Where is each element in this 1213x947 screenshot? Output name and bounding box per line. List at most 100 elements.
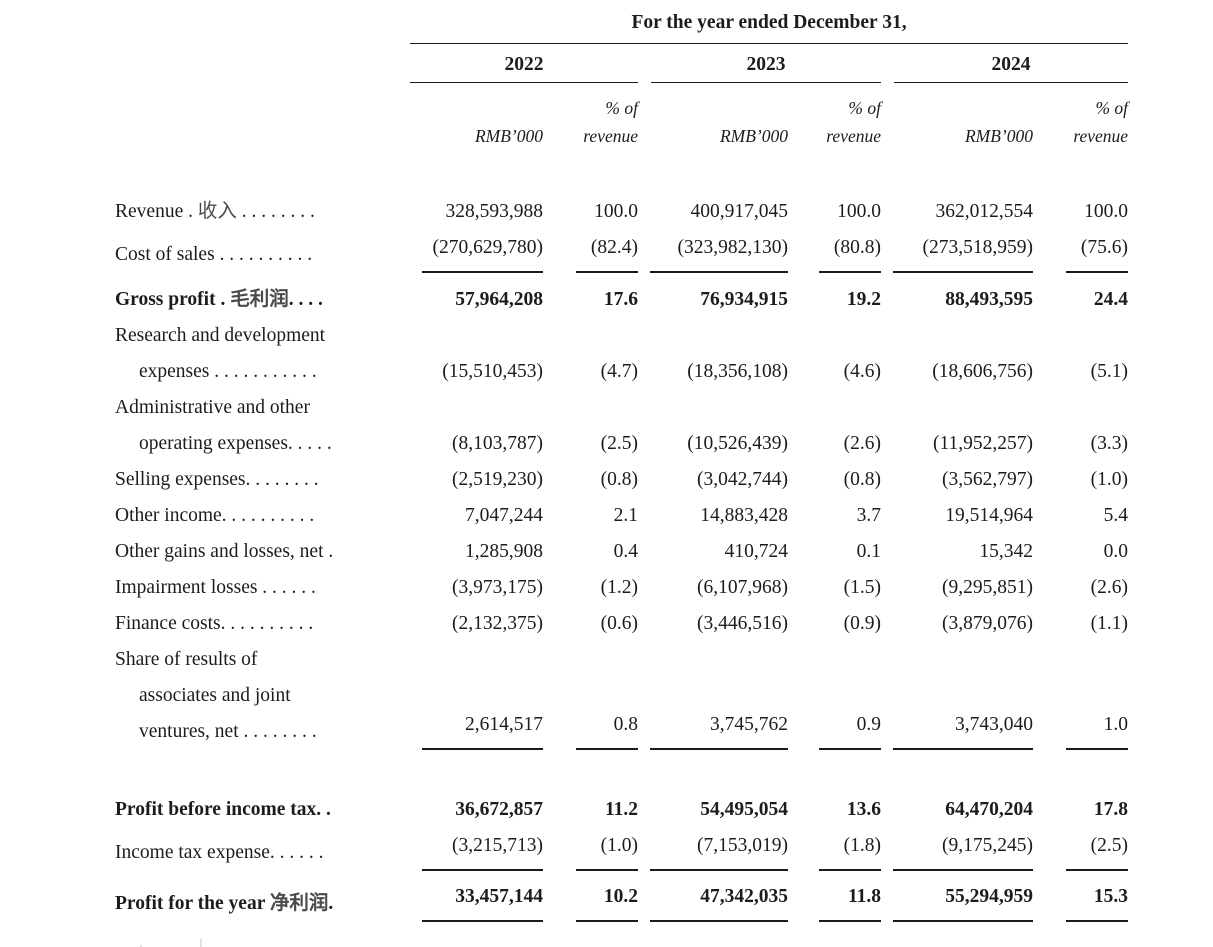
underlined-value: 47,342,035 xyxy=(650,879,788,922)
label-text: . xyxy=(183,201,198,222)
underlined-value: 55,294,959 xyxy=(893,879,1033,922)
row-label: Finance costs. . . . . . . . . . xyxy=(115,606,410,642)
pct-cell-2024: 24.4 xyxy=(1093,289,1129,310)
amount-cell-2024: 64,470,204 xyxy=(945,799,1033,820)
amount-cell-2022: 33,457,144 xyxy=(410,871,543,922)
pct-cell-2024: (2.5) xyxy=(1033,828,1129,871)
label-text: ventures, net . . . . . . . . xyxy=(139,721,317,742)
label-text: Share of results of xyxy=(115,649,258,670)
underlined-value: 0.8 xyxy=(576,707,638,750)
row-label: Administrative and other operating expens… xyxy=(115,390,410,462)
label-text: . xyxy=(328,893,334,914)
row-label: Gross profit . 毛利润. . . . xyxy=(115,273,410,318)
amount-cell-2022: (2,132,375) xyxy=(452,613,543,634)
label-text: Profit for the year xyxy=(115,893,265,914)
amount-cell-2022: 1,285,908 xyxy=(465,541,543,562)
label-text: Administrative and other xyxy=(115,397,310,418)
header-spacer xyxy=(115,44,410,83)
table-title: For the year ended December 31, xyxy=(410,10,1129,44)
amount-cell-2022: 328,593,988 xyxy=(445,201,544,222)
row-label: Profit for the year 净利润. xyxy=(115,871,410,922)
header-years-row: 2022 2023 2024 xyxy=(115,44,1129,83)
label-text: operating expenses. . . . . xyxy=(139,433,332,454)
amount-cell-2024: (3,562,797) xyxy=(942,469,1033,490)
row-label: Income tax expense. . . . . . xyxy=(115,828,410,871)
table-header: For the year ended December 31, 2022 202… xyxy=(115,10,1129,150)
pct-cell-2024: (1.1) xyxy=(1090,613,1129,634)
year-label: 2022 xyxy=(410,53,638,83)
amount-cell-2024: (273,518,959) xyxy=(881,230,1033,273)
amount-cell-2022: 7,047,244 xyxy=(465,505,543,526)
table-row-rd-expenses: Research and development expenses . . . .… xyxy=(115,318,1128,390)
amount-cell-2022: (3,215,713) xyxy=(410,828,543,871)
income-statement-table: For the year ended December 31, 2022 202… xyxy=(115,10,1129,922)
label-text: . . . . xyxy=(288,289,323,310)
pct-cell-2024: 5.4 xyxy=(1103,505,1129,526)
amount-cell-2022: (3,973,175) xyxy=(452,577,543,598)
pct-cell-2023: (1.5) xyxy=(843,577,881,598)
table-row-finance-costs: Finance costs. . . . . . . . . . (2,132,3… xyxy=(115,606,1128,642)
pct-cell-2022: 10.2 xyxy=(543,871,638,922)
pct-cell-2024: 1.0 xyxy=(1033,642,1129,750)
table-row-selling-expenses: Selling expenses. . . . . . . . (2,519,23… xyxy=(115,462,1128,498)
year-column-2022: 2022 xyxy=(410,44,638,83)
amount-unit-label: RMB’000 xyxy=(719,126,788,146)
amount-cell-2023: (10,526,439) xyxy=(687,433,788,454)
pct-cell-2022: 100.0 xyxy=(594,201,638,222)
row-label: Other gains and losses, net . xyxy=(115,534,410,570)
header-spacer xyxy=(115,10,410,44)
underlined-value: (2.5) xyxy=(1066,828,1129,871)
amount-cell-2023: 3,745,762 xyxy=(638,642,788,750)
amount-cell-2022: 36,672,857 xyxy=(455,799,543,820)
pct-label-line1: % of xyxy=(1095,98,1129,118)
pct-cell-2022: (0.8) xyxy=(600,469,638,490)
amount-cell-2023: 14,883,428 xyxy=(700,505,788,526)
label-text: Finance costs. . . . . . . . . . xyxy=(115,613,314,634)
label-text: Cost of sales . . . . . . . . . . xyxy=(115,244,313,265)
label-text: expenses . . . . . . . . . . . xyxy=(139,361,317,382)
label-cjk-text: 毛利润 xyxy=(230,289,289,310)
table-row-impairment-losses: Impairment losses . . . . . . (3,973,175)… xyxy=(115,570,1128,606)
table-row-admin-expenses: Administrative and other operating expens… xyxy=(115,390,1128,462)
table-row-other-income: Other income. . . . . . . . . . 7,047,244… xyxy=(115,498,1128,534)
underlined-value: (323,982,130) xyxy=(650,230,788,273)
pct-cell-2024: 17.8 xyxy=(1093,799,1129,820)
year-label: 2023 xyxy=(651,53,881,83)
pct-cell-2022: (1.0) xyxy=(543,828,638,871)
amount-cell-2024: 88,493,595 xyxy=(945,289,1033,310)
table-row-income-tax-expense: Income tax expense. . . . . . (3,215,713)… xyxy=(115,828,1129,871)
pct-label-line2: revenue xyxy=(826,126,881,146)
pct-cell-2023: 0.9 xyxy=(788,642,881,750)
amount-cell-2024: 55,294,959 xyxy=(881,871,1033,922)
table-row-share-of-results: Share of results of associates and joint v… xyxy=(115,642,1129,750)
amount-cell-2023: (7,153,019) xyxy=(638,828,788,871)
year-column-2023: 2023 xyxy=(638,44,881,83)
amount-cell-2023: (3,446,516) xyxy=(697,613,788,634)
pct-cell-2024: 100.0 xyxy=(1084,201,1129,222)
label-text: . . xyxy=(316,799,331,820)
subcol-amount-2022: RMB’000 xyxy=(410,83,543,150)
underlined-value: (1.8) xyxy=(819,828,881,871)
pct-cell-2023: (1.8) xyxy=(788,828,881,871)
pct-cell-2022: 2.1 xyxy=(613,505,638,526)
pct-cell-2023: (4.6) xyxy=(843,361,881,382)
pct-cell-2023: (0.8) xyxy=(843,469,881,490)
underlined-value: (270,629,780) xyxy=(422,230,543,273)
underlined-value: 33,457,144 xyxy=(422,879,543,922)
underlined-value: 2,614,517 xyxy=(422,707,543,750)
pct-cell-2022: (82.4) xyxy=(543,230,638,273)
underlined-value: 10.2 xyxy=(576,879,638,922)
underlined-value: (9,175,245) xyxy=(893,828,1033,871)
pct-cell-2023: 100.0 xyxy=(837,201,881,222)
cut-off-text-fragment xyxy=(140,939,290,947)
amount-cell-2024: (9,295,851) xyxy=(942,577,1033,598)
amount-cell-2024: 362,012,554 xyxy=(935,201,1034,222)
label-text: Revenue xyxy=(115,201,184,222)
pct-cell-2024: (5.1) xyxy=(1090,361,1129,382)
amount-cell-2022: (15,510,453) xyxy=(442,361,543,382)
header-title-row: For the year ended December 31, xyxy=(115,10,1129,44)
subcol-pct-2024: % of revenue xyxy=(1033,83,1128,150)
label-text: Other gains and losses, net . xyxy=(115,541,334,562)
underlined-value: (82.4) xyxy=(576,230,638,273)
amount-cell-2022: 57,964,208 xyxy=(455,289,543,310)
